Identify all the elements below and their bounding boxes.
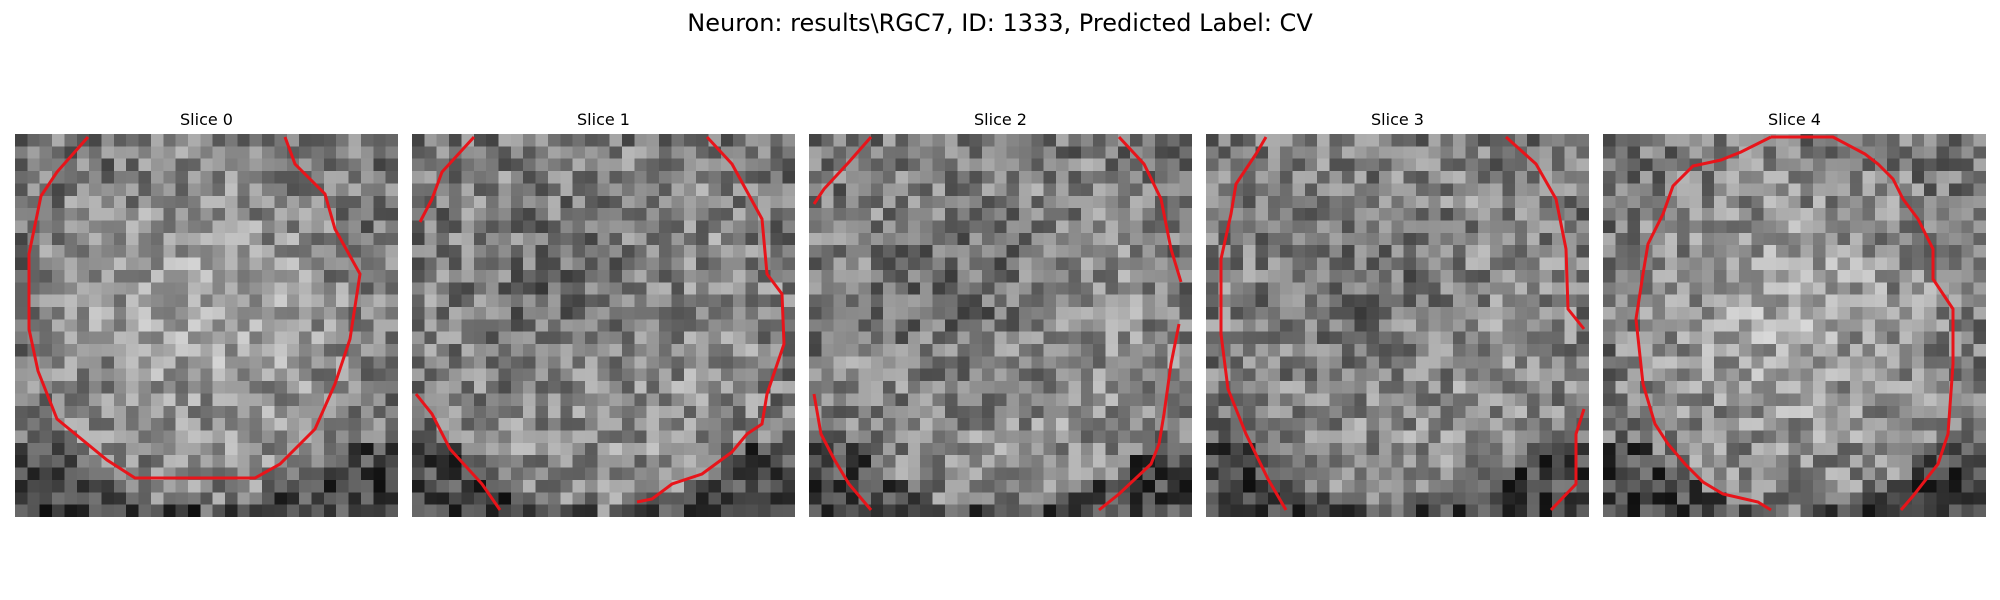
- slice-image: [15, 134, 398, 517]
- grayscale-pixel-grid: [809, 134, 1192, 517]
- slice-title: Slice 2: [974, 110, 1027, 129]
- grayscale-pixel-grid: [15, 134, 398, 517]
- segmentation-contour: [27, 136, 362, 480]
- segmentation-contour: [1219, 135, 1586, 512]
- slice-image: [809, 134, 1192, 517]
- segmentation-contour: [812, 135, 1183, 512]
- slice-image: [1206, 134, 1589, 517]
- slice-title: Slice 1: [577, 110, 630, 129]
- slice-title: Slice 3: [1371, 110, 1424, 129]
- segmentation-contour: [414, 135, 786, 511]
- slice-panel-2: Slice 2: [809, 108, 1192, 518]
- slice-image: [412, 134, 795, 517]
- grayscale-pixel-grid: [1603, 134, 1986, 517]
- slice-panel-4: Slice 4: [1603, 108, 1986, 518]
- slice-panel-0: Slice 0: [15, 108, 398, 518]
- slice-title: Slice 0: [180, 110, 233, 129]
- slice-title: Slice 4: [1768, 110, 1821, 129]
- slice-panel-1: Slice 1: [412, 108, 795, 518]
- slice-image: [1603, 134, 1986, 517]
- grayscale-pixel-grid: [1206, 134, 1589, 517]
- slice-panel-3: Slice 3: [1206, 108, 1589, 518]
- segmentation-contour: [1634, 135, 1955, 512]
- figure-title: Neuron: results\RGC7, ID: 1333, Predicte…: [687, 9, 1313, 37]
